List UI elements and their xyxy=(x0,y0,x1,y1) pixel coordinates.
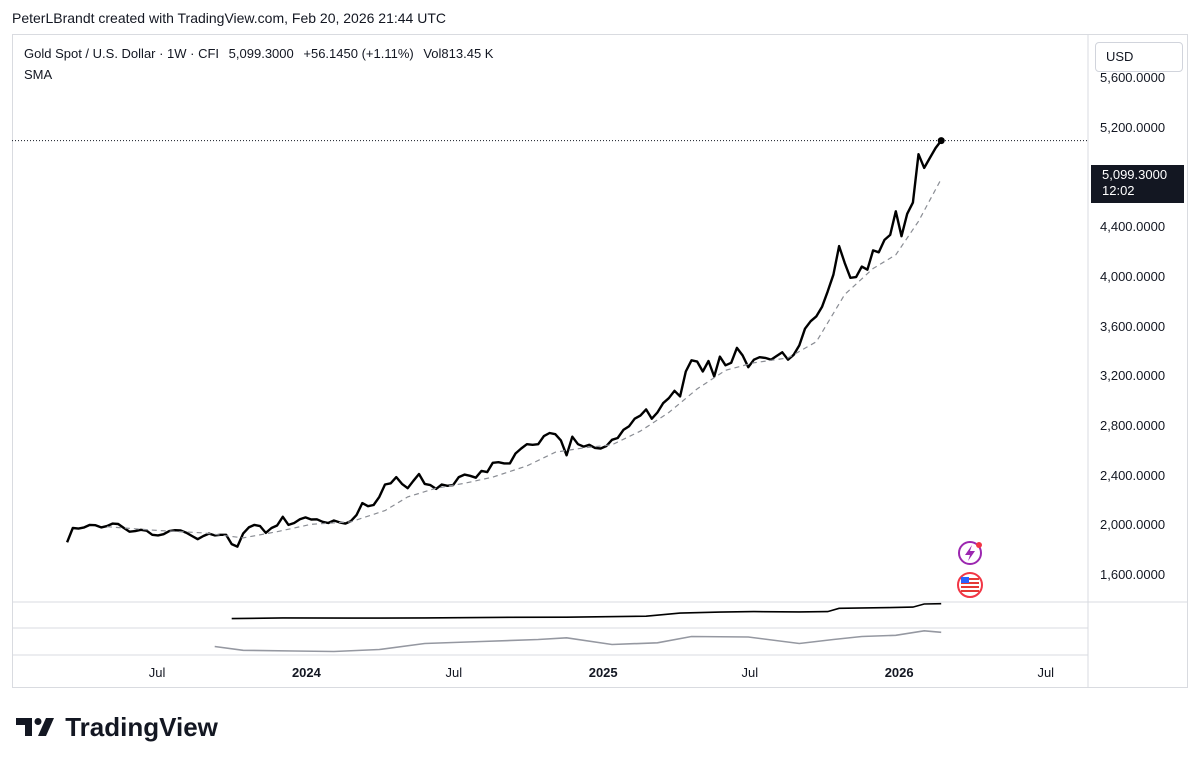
volume-readout: Vol813.45 K xyxy=(423,46,494,61)
time-tick-label: 2024 xyxy=(291,665,321,680)
price-tick-label: 5,600.0000 xyxy=(1100,70,1166,86)
attribution-header: PeterLBrandt created with TradingView.co… xyxy=(12,10,446,26)
sma-indicator-label[interactable]: SMA xyxy=(24,67,53,82)
lightning-event-icon[interactable] xyxy=(958,541,982,565)
price-line xyxy=(65,139,943,548)
price-tick-label: 3,200.0000 xyxy=(1100,368,1166,384)
price-tick-label: 4,000.0000 xyxy=(1100,269,1166,285)
price-tick-label: 4,400.0000 xyxy=(1100,219,1166,235)
price-tick-label: 5,200.0000 xyxy=(1100,120,1166,136)
currency-button[interactable]: USD xyxy=(1095,42,1183,72)
chart-frame xyxy=(12,34,1188,688)
last-price-marker xyxy=(937,137,945,145)
us-flag-event-icon[interactable] xyxy=(957,572,983,598)
last-price-badge-value: 5,099.3000 xyxy=(1102,167,1168,182)
price-tick-label: 2,000.0000 xyxy=(1100,517,1166,533)
brand-name: TradingView xyxy=(65,712,218,742)
time-tick-label: Jul xyxy=(148,665,166,680)
last-price-badge: 5,099.3000 12:02 xyxy=(1091,165,1184,203)
indicator-line xyxy=(214,629,942,653)
tradingview-logo-icon xyxy=(16,718,54,736)
symbol-legend: Gold Spot / U.S. Dollar · 1W · CFI 5,099… xyxy=(24,46,499,61)
time-tick-label: 2026 xyxy=(884,665,914,680)
volume-line xyxy=(231,602,942,620)
time-tick-label: Jul xyxy=(741,665,759,680)
price-tick-label: 2,400.0000 xyxy=(1100,467,1166,483)
symbol-name[interactable]: Gold Spot / U.S. Dollar · 1W · CFI xyxy=(24,46,220,61)
price-tick-label: 2,800.0000 xyxy=(1100,418,1166,434)
sma-line xyxy=(106,178,942,539)
last-price: 5,099.3000 xyxy=(228,46,294,61)
price-change: +56.1450 (+1.11%) xyxy=(303,46,414,61)
bar-countdown: 12:02 xyxy=(1102,183,1135,198)
time-tick-label: Jul xyxy=(1037,665,1055,680)
price-tick-label: 3,600.0000 xyxy=(1100,318,1166,334)
price-tick-label: 1,600.0000 xyxy=(1100,567,1166,583)
time-tick-label: Jul xyxy=(445,665,463,680)
time-tick-label: 2025 xyxy=(588,665,618,680)
tradingview-logo[interactable]: TradingView xyxy=(14,712,218,743)
